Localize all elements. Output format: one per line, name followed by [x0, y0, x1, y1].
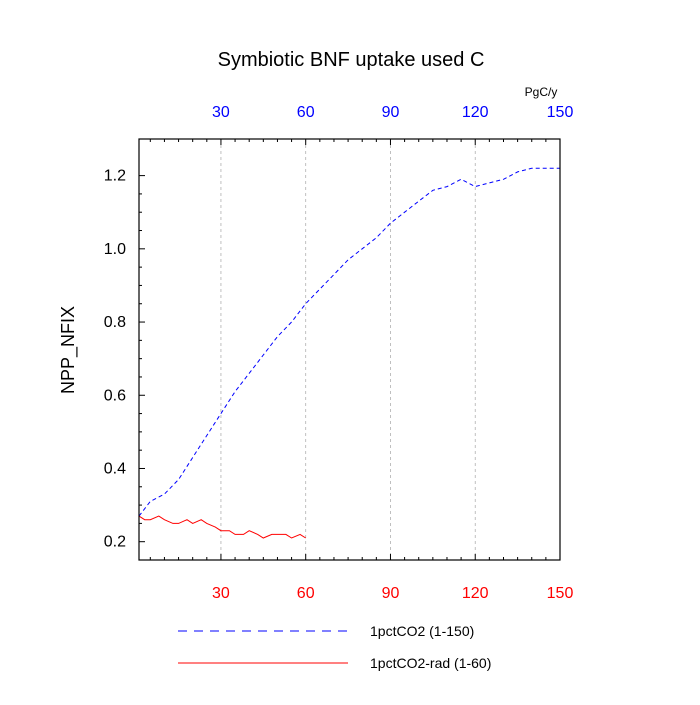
series-1pctco2-line: [138, 167, 560, 517]
series-1pctco2-rad-line: [138, 515, 306, 539]
y-tick-label: 0.8: [104, 314, 126, 331]
x-tick-label-bottom: 120: [462, 585, 489, 602]
legend-label-1pctco2-rad: 1pctCO2-rad (1-60): [370, 655, 491, 671]
x-tick-label-top: 90: [382, 104, 400, 121]
y-axis-label: NPP_NFIX: [58, 306, 79, 394]
y-tick-label: 1.0: [104, 241, 126, 258]
y-tick-label: 0.2: [104, 534, 126, 551]
legend-layer: 1pctCO2 (1-150) 1pctCO2-rad (1-60): [178, 623, 491, 671]
x-tick-label-bottom: 30: [212, 585, 230, 602]
grid-layer: [220, 139, 476, 560]
units-label: PgC/y: [525, 85, 558, 99]
y-tick-label: 0.4: [104, 460, 126, 477]
plot-frame: [138, 138, 561, 561]
ticks-layer: 30 30 60 60 90 90 120 120 150 150 0.2 0.4 0.6 0.8 1.0 1…: [104, 104, 574, 602]
series-layer: [138, 167, 560, 539]
x-tick-label-bottom: 60: [297, 585, 315, 602]
x-tick-label-bottom: 90: [382, 585, 400, 602]
legend-label-1pctco2: 1pctCO2 (1-150): [370, 623, 474, 639]
x-tick-label-bottom: 150: [547, 585, 574, 602]
y-tick-label: 1.2: [104, 168, 126, 185]
y-tick-label: 0.6: [104, 387, 126, 404]
x-tick-label-top: 150: [547, 104, 574, 121]
chart-title: Symbiotic BNF uptake used C: [218, 49, 485, 71]
x-tick-label-top: 120: [462, 104, 489, 121]
x-tick-label-top: 60: [297, 104, 315, 121]
x-tick-label-top: 30: [212, 104, 230, 121]
